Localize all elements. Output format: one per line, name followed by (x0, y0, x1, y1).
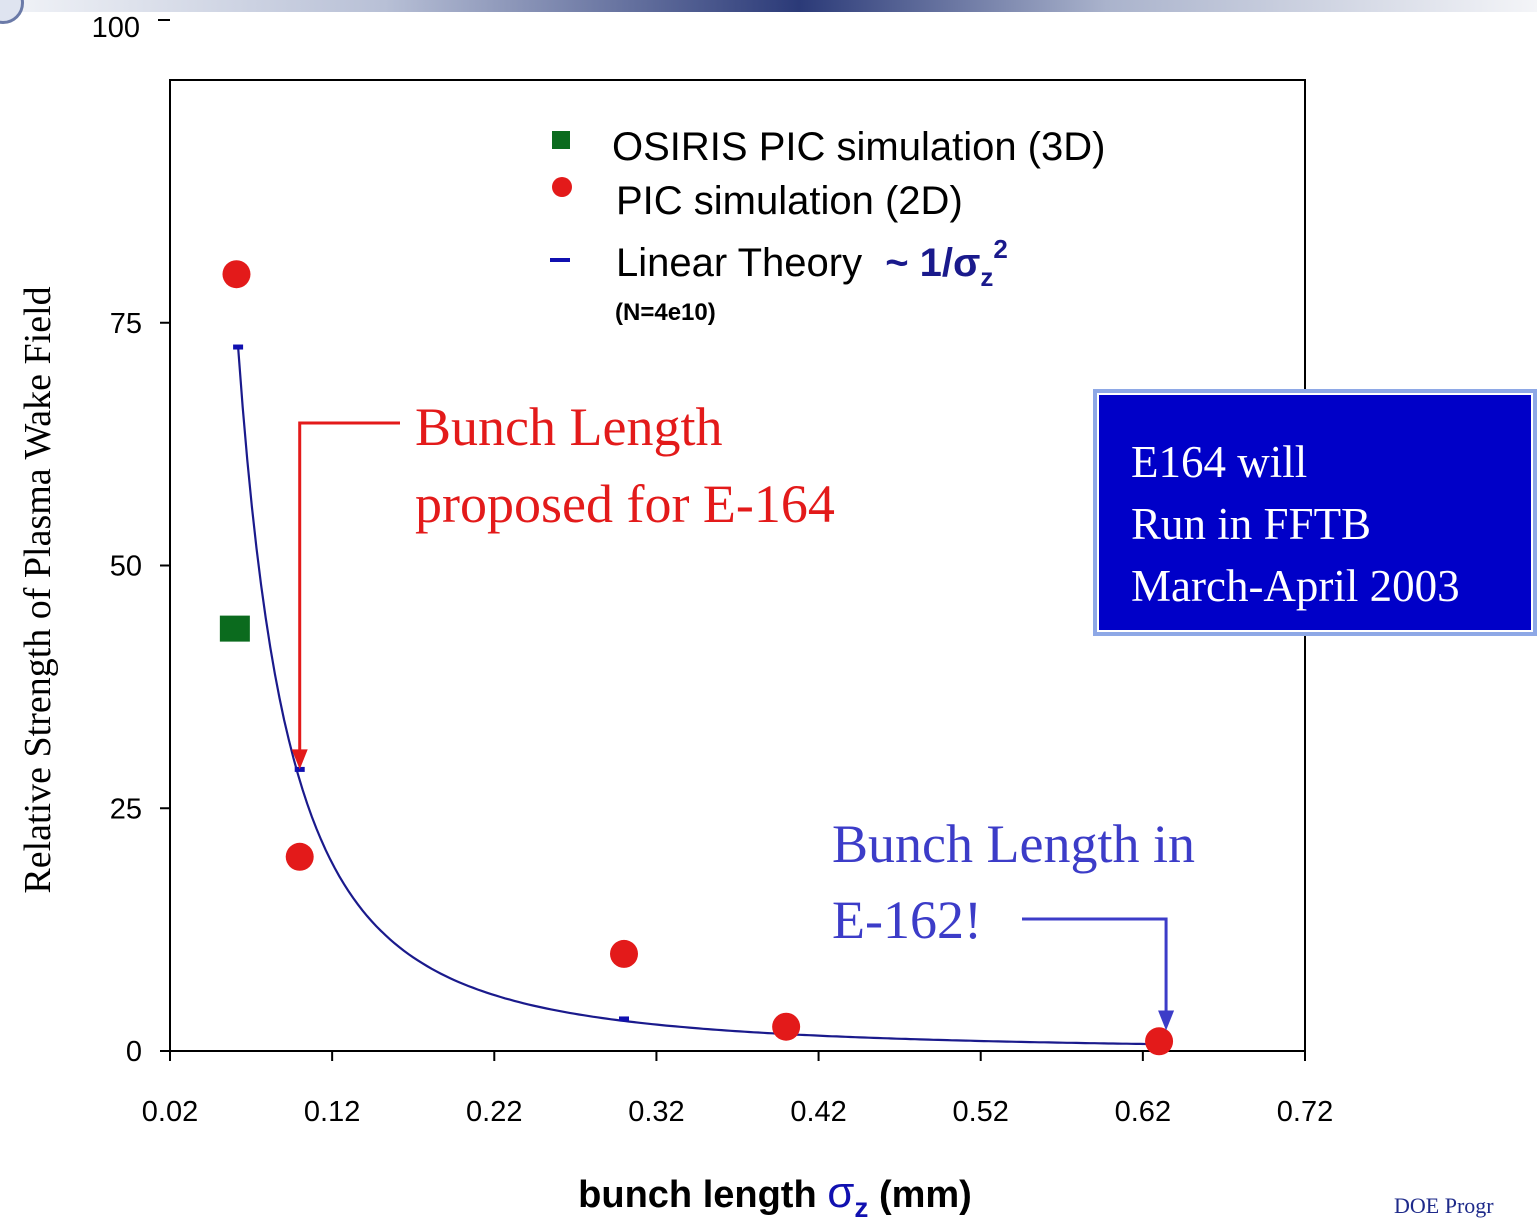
info-box-line-3: March-April 2003 (1131, 561, 1460, 611)
legend: OSIRIS PIC simulation (3D) PIC simulatio… (550, 125, 1105, 326)
annotation-e164-line1: Bunch Length (415, 397, 722, 457)
legend-theory-formula-sup: 2 (993, 234, 1007, 264)
y-tick-label: 100 (92, 12, 140, 44)
legend-theory-formula-sub: z (980, 262, 993, 292)
x-tick-label: 0.42 (790, 1096, 846, 1128)
annotation-arrows (291, 421, 1175, 1031)
pic2d-point (285, 842, 314, 871)
y-tick-label: 75 (110, 308, 142, 340)
legend-theory-formula: ~ 1/σ (885, 241, 980, 285)
theory-point (619, 1016, 629, 1022)
legend-theory-note: (N=4e10) (615, 299, 716, 326)
x-axis-label-symbol: σ (827, 1168, 854, 1217)
arrow-e164 (298, 421, 400, 752)
info-box-line-2: Run in FFTB (1131, 499, 1372, 549)
info-box-inner: E164 will Run in FFTB March-April 2003 (1097, 393, 1533, 632)
data-marks (219, 260, 1174, 1056)
legend-swatch-pic2d (552, 177, 572, 197)
x-axis-label-suffix: (mm) (868, 1174, 971, 1216)
pic2d-point (1145, 1027, 1174, 1056)
y-tick-label: 50 (110, 551, 142, 583)
slide-header-bar (0, 0, 1537, 12)
arrow-e162-head (1158, 1010, 1175, 1031)
info-box: E164 will Run in FFTB March-April 2003 (1093, 389, 1537, 636)
axis-tick-labels: 0.02 0.12 0.22 0.32 0.42 0.52 0.62 0.72 0 25 50 75 1… (92, 12, 1334, 1128)
info-box-line-1: E164 will (1131, 437, 1308, 487)
x-axis-label-prefix: bunch length (578, 1174, 827, 1216)
legend-label-pic2d: PIC simulation (2D) (616, 179, 963, 223)
x-tick-label: 0.02 (142, 1096, 198, 1128)
y-tick-label: 0 (126, 1036, 142, 1068)
footer-text: DOE Progr (1394, 1193, 1494, 1218)
x-tick-label: 0.72 (1277, 1096, 1333, 1128)
legend-label-theory: Linear Theory ~ 1/σz2 (616, 234, 1008, 292)
annotation-e162-line2: E-162! (832, 890, 982, 950)
pic2d-point (772, 1012, 801, 1041)
y-tick-label: 25 (110, 793, 142, 825)
arrow-e162 (1022, 917, 1168, 1013)
x-axis-label: bunch length σz (mm) (578, 1168, 972, 1219)
osiris-point (219, 615, 250, 642)
annotation-e162-line1: Bunch Length in (832, 814, 1195, 874)
x-axis-label-subscript: z (854, 1192, 868, 1219)
pic2d-point (222, 260, 251, 289)
x-tick-label: 0.52 (952, 1096, 1008, 1128)
legend-theory-name: Linear Theory (616, 241, 862, 285)
linear-theory-curve (237, 346, 1160, 1046)
legend-swatch-osiris (552, 131, 570, 149)
x-tick-label: 0.32 (628, 1096, 684, 1128)
theory-point (233, 344, 244, 350)
axis-ticks (158, 19, 1306, 1061)
legend-swatch-theory (550, 258, 570, 262)
x-tick-label: 0.62 (1115, 1096, 1171, 1128)
y-axis-label: Relative Strength of Plasma Wake Field (17, 286, 59, 893)
legend-label-osiris: OSIRIS PIC simulation (3D) (612, 125, 1105, 169)
annotation-e164-line2: proposed for E-164 (415, 474, 835, 534)
arrow-e164-head (291, 749, 308, 770)
x-tick-label: 0.12 (304, 1096, 360, 1128)
pic2d-point (610, 939, 638, 968)
x-tick-label: 0.22 (466, 1096, 522, 1128)
